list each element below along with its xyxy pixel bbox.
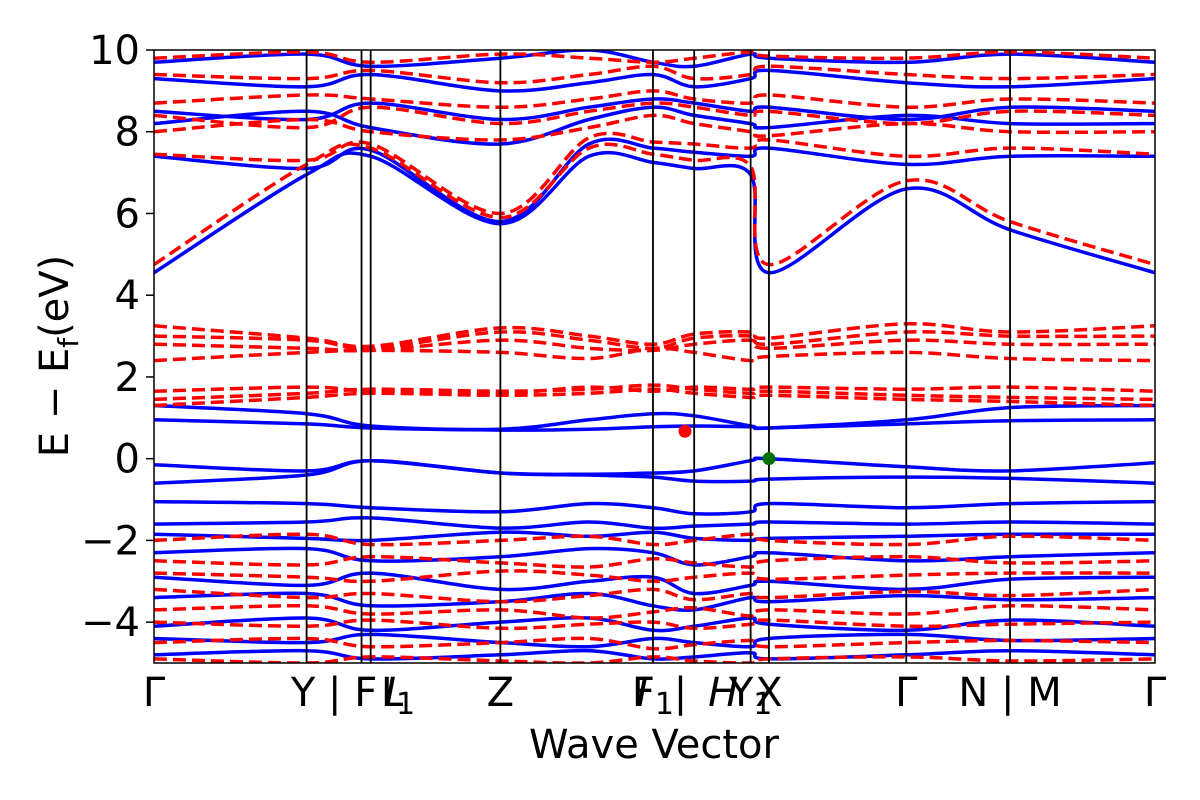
x-tick-label: X (755, 670, 782, 716)
x-tick-label: I (636, 670, 648, 716)
x-tick-label: H (708, 670, 738, 716)
spin-up-band-13 (154, 150, 1155, 275)
spin-down-band-5 (154, 330, 1155, 351)
spin-up-band-2 (154, 456, 1155, 477)
spin-up-band-17 (154, 68, 1155, 93)
spin-down-band-11 (154, 89, 1155, 109)
cbm-marker (678, 424, 692, 438)
spin-up-band-11 (154, 632, 1155, 649)
spin-down-band-13 (154, 50, 1155, 65)
y-tick-label: 2 (115, 355, 140, 401)
x-tick-label: | (674, 670, 687, 716)
x-tick-label: Γ (1144, 670, 1167, 716)
spin-down-band-18 (154, 603, 1155, 620)
bands-layer (154, 50, 1155, 663)
x-tick-label: Y | F (290, 670, 377, 716)
spin-down-band-8 (154, 131, 1155, 216)
y-axis-title-main: E − E (32, 348, 78, 458)
spin-up-band-8 (154, 571, 1155, 596)
spin-up-band-16 (154, 97, 1155, 122)
spin-up-band-3 (154, 458, 1155, 485)
x-tick-label: Γ (895, 670, 918, 716)
y-axis: −4 −2 0 2 4 6 8 10 (81, 28, 154, 646)
spin-down-band-16 (154, 569, 1155, 584)
spin-down-band-20 (154, 636, 1155, 651)
x-tick-label: N | M (958, 670, 1061, 716)
x-tick-label: Z (487, 670, 514, 716)
spin-up-band-0 (154, 418, 1155, 432)
spin-down-band-4 (154, 338, 1155, 353)
spin-down-band-17 (154, 587, 1155, 604)
y-axis-title-unit: (eV) (32, 255, 78, 338)
x-axis-title: Wave Vector (529, 722, 780, 768)
spin-down-band-2 (154, 385, 1155, 396)
y-tick-label: −4 (81, 600, 140, 646)
spin-down-band-6 (154, 322, 1155, 349)
spin-up-band-18 (154, 50, 1155, 69)
y-tick-label: 4 (115, 273, 140, 319)
y-tick-label: 8 (115, 110, 140, 156)
spin-up-band-1 (154, 403, 1155, 432)
plot-frame (153, 49, 1156, 664)
spin-down-band-12 (154, 64, 1155, 85)
x-tick-label: Y1 (728, 670, 773, 722)
spin-down-band-10 (154, 101, 1155, 130)
x-tick-label: L (381, 670, 404, 716)
spin-up-band-14 (154, 137, 1155, 224)
spin-down-band-7 (154, 142, 1155, 267)
spin-up-band-15 (154, 105, 1155, 146)
x-tick-label: I1 (384, 670, 415, 722)
y-tick-label: 0 (115, 437, 140, 483)
extremum-markers (678, 424, 776, 466)
y-axis-title-sub: f (52, 337, 85, 348)
y-tick-label: −2 (81, 518, 140, 564)
kpoint-lines (305, 50, 1011, 663)
spin-down-band-21 (154, 655, 1155, 663)
spin-up-band-5 (154, 515, 1155, 530)
spin-down-band-15 (154, 554, 1155, 569)
spin-down-band-19 (154, 618, 1155, 631)
x-tick-label: F1 (632, 670, 674, 722)
spin-down-band-14 (154, 532, 1155, 547)
x-tick-label: Γ (143, 670, 166, 716)
spin-down-band-9 (154, 113, 1155, 142)
y-axis-title: E − Ef(eV) (32, 255, 85, 458)
y-tick-label: 6 (115, 191, 140, 237)
y-tick-label: 10 (89, 28, 140, 74)
spin-up-band-4 (154, 499, 1155, 516)
vbm-marker (762, 452, 776, 466)
